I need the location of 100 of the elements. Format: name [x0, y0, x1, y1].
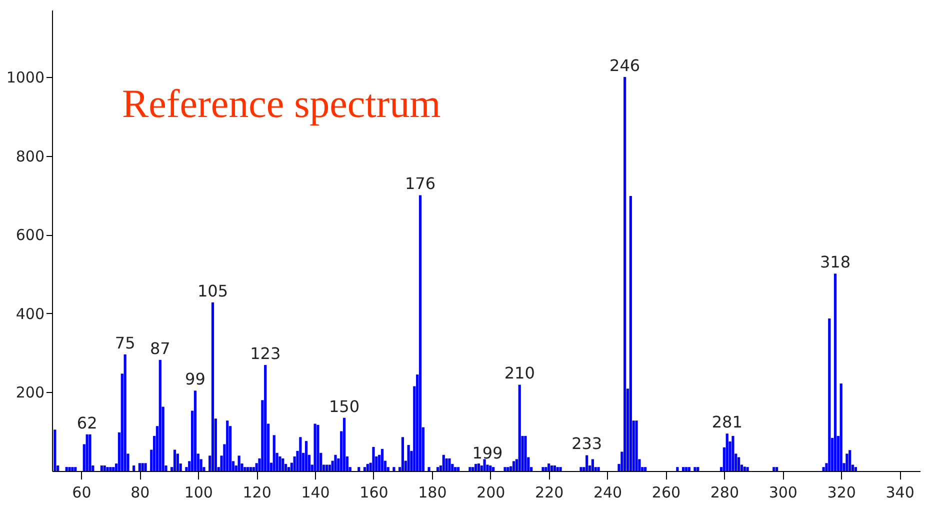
annotation: 62 — [76, 413, 98, 432]
y-tick-label: 800 — [16, 147, 44, 166]
bar — [504, 467, 506, 471]
bar — [249, 467, 252, 471]
y-tick-label: 1000 — [6, 68, 44, 86]
bar — [194, 390, 197, 471]
bar — [71, 467, 74, 471]
y-tick-label: 600 — [16, 226, 44, 244]
bar — [644, 467, 647, 471]
bar — [684, 467, 688, 471]
bar — [334, 454, 337, 471]
x-tick-label: 320 — [827, 484, 856, 502]
annotation: 99 — [185, 370, 206, 389]
bar — [477, 464, 480, 471]
x-tick-label: 240 — [593, 484, 622, 502]
bar — [518, 384, 521, 471]
bar — [456, 467, 460, 471]
bar — [635, 420, 638, 471]
x-tick-label: 60 — [72, 484, 92, 502]
bar — [100, 465, 103, 471]
bar — [472, 467, 474, 471]
bar — [304, 441, 308, 471]
bar — [775, 467, 778, 471]
annotation: 105 — [197, 281, 228, 300]
bar — [506, 467, 510, 471]
x-tick-label: 280 — [710, 484, 740, 502]
bar — [492, 467, 495, 471]
annotation: 75 — [114, 333, 136, 352]
bar — [597, 467, 600, 471]
bar — [392, 467, 396, 471]
bar — [316, 424, 320, 471]
y-tick-label: 400 — [16, 304, 44, 323]
bar — [834, 274, 837, 471]
bar — [173, 450, 176, 471]
annotation: 87 — [150, 338, 170, 358]
bar — [489, 465, 492, 471]
bar — [246, 467, 250, 471]
bar — [211, 302, 214, 471]
bar — [314, 424, 316, 471]
bar — [109, 467, 112, 471]
bar — [158, 360, 162, 471]
bar — [272, 435, 276, 471]
bar — [88, 434, 92, 471]
bar — [264, 365, 267, 471]
bar — [328, 464, 331, 471]
bar — [401, 437, 404, 471]
bar — [743, 466, 746, 471]
bar — [74, 467, 77, 471]
bar — [846, 454, 848, 471]
bar — [454, 467, 457, 471]
x-tick-label: 300 — [768, 484, 798, 502]
bar — [436, 467, 440, 471]
bar — [483, 459, 486, 471]
bar — [442, 454, 445, 471]
bar — [542, 467, 544, 471]
bar — [342, 418, 346, 471]
bar — [548, 464, 550, 471]
bar — [144, 463, 147, 471]
bar — [380, 448, 384, 471]
x-tick-label: 220 — [535, 484, 564, 502]
bar — [226, 420, 229, 471]
bar — [688, 467, 690, 471]
bar — [556, 467, 559, 471]
bar — [772, 467, 776, 471]
bar — [726, 434, 728, 471]
bar — [176, 454, 179, 471]
annotation: 233 — [572, 434, 602, 454]
x-tick-label: 340 — [886, 484, 914, 502]
bar — [86, 434, 88, 471]
annotation: Reference spectrum — [122, 81, 441, 126]
x-tick-label: 180 — [418, 484, 447, 502]
annotation: 281 — [712, 412, 742, 432]
bar — [468, 467, 472, 471]
bar — [238, 456, 240, 471]
bar — [366, 464, 369, 471]
annotation: 210 — [504, 364, 535, 383]
x-tick-label: 200 — [476, 484, 506, 502]
annotation: 150 — [328, 396, 360, 416]
bar — [738, 457, 740, 471]
bar — [68, 467, 71, 471]
bar — [363, 467, 366, 471]
bar — [629, 196, 632, 471]
y-tick-label: 200 — [16, 384, 44, 402]
annotation: 199 — [472, 444, 503, 463]
annotation: 176 — [404, 174, 436, 194]
bar — [358, 467, 360, 471]
annotation: 246 — [610, 56, 640, 75]
bar — [106, 467, 109, 471]
bar — [746, 467, 749, 471]
bar — [65, 467, 68, 471]
bar — [138, 463, 141, 471]
bar — [854, 467, 858, 471]
x-tick-label: 120 — [242, 484, 272, 502]
x-tick-label: 160 — [360, 484, 388, 502]
bar — [550, 465, 554, 471]
bar — [828, 318, 831, 471]
bar — [299, 437, 302, 471]
bar — [544, 467, 548, 471]
bar — [448, 458, 451, 471]
bar — [428, 467, 430, 471]
